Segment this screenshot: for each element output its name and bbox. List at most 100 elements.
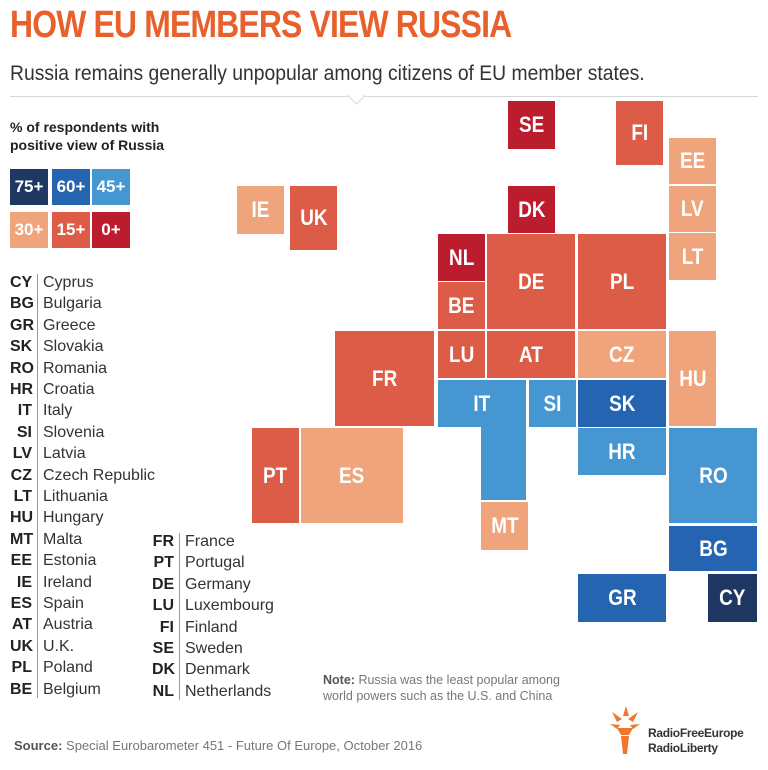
tile-pt: PT	[252, 428, 299, 523]
country-name: Hungary	[43, 509, 104, 527]
tile-label: UK	[299, 205, 328, 230]
country-name: Austria	[43, 616, 93, 634]
legend-swatch: 75+	[10, 169, 48, 205]
country-code: ES	[10, 595, 32, 612]
tile-fr: FR	[335, 331, 434, 426]
tile-label: SK	[608, 390, 636, 416]
legend-country-row: SE Sweden	[152, 638, 352, 659]
country-code: CZ	[10, 466, 32, 484]
country-code: FI	[159, 618, 174, 636]
country-name: France	[185, 533, 235, 550]
tile-it-stem	[481, 427, 526, 500]
country-name: Netherlands	[185, 682, 272, 700]
source-line: Source: Special Eurobarometer 451 - Futu…	[14, 738, 422, 753]
tile-label: DK	[517, 196, 546, 222]
legend-country-row: EE Estonia	[10, 550, 210, 571]
country-name: Czech Republic	[43, 466, 156, 484]
tile-fi: FI	[616, 101, 663, 165]
tile-lt: LT	[669, 233, 716, 280]
note: Note: Russia was the least popular among…	[323, 672, 593, 704]
tile-label: IT	[473, 390, 491, 416]
tile-label: CY	[719, 585, 746, 610]
torch-logo-icon	[610, 706, 640, 754]
tile-label: AT	[519, 341, 543, 367]
country-name: Denmark	[185, 661, 250, 679]
tile-label: BE	[448, 292, 475, 318]
legend-country-row: HR Croatia	[10, 379, 210, 400]
legend-country-row: LV Latvia	[10, 443, 210, 464]
tile-label: MT	[490, 513, 519, 538]
country-code: BE	[10, 680, 33, 698]
country-code: CY	[10, 274, 33, 291]
divider-notch	[347, 86, 366, 105]
legend-country-row: PT Portugal	[152, 552, 352, 573]
country-code: HU	[10, 509, 34, 527]
legend-country-row: FI Finland	[152, 617, 352, 638]
legend-country-row: CY Cyprus	[10, 272, 210, 293]
country-code: SI	[16, 423, 32, 441]
tile-it: IT	[438, 380, 526, 427]
tile-label: HU	[678, 365, 707, 391]
tile-hr: HR	[578, 428, 666, 475]
country-code: PL	[11, 659, 32, 677]
tile-label: IE	[251, 197, 270, 222]
logo-line-1: RadioFreeEurope	[648, 726, 744, 740]
tile-label: LU	[448, 341, 475, 367]
legend-country-row: GR Greece	[10, 315, 210, 336]
country-name: Germany	[185, 575, 251, 593]
country-name: Latvia	[43, 445, 86, 463]
country-name: Estonia	[43, 552, 97, 570]
page-title: HOW EU MEMBERS VIEW RUSSIA	[10, 4, 512, 46]
country-name: Greece	[43, 316, 96, 334]
tile-label: SE	[518, 112, 545, 137]
country-code: EE	[10, 552, 32, 570]
tile-label: LV	[681, 196, 704, 221]
legend-country-row: ES Spain	[10, 593, 210, 614]
country-name: Italy	[43, 402, 73, 420]
tile-label: PT	[263, 462, 288, 488]
tile-ie: IE	[237, 186, 284, 234]
country-name: Poland	[43, 659, 93, 677]
legend-swatch: 60+	[52, 169, 90, 205]
tile-label: PL	[609, 268, 635, 294]
legend-country-row: BE Belgium	[10, 679, 210, 700]
country-name: Ireland	[43, 573, 92, 591]
country-name: Belgium	[43, 680, 101, 698]
header-divider	[10, 96, 758, 97]
country-code: LV	[12, 445, 32, 463]
tile-bg: BG	[669, 526, 757, 571]
country-code: MT	[10, 530, 34, 548]
legend-title: % of respondents with positive view of R…	[10, 119, 165, 153]
tile-nl: NL	[438, 234, 485, 281]
country-name: Cyprus	[43, 274, 94, 291]
country-name: U.K.	[43, 637, 75, 655]
legend-country-row: LU Luxembourg	[152, 595, 352, 616]
tile-label: ES	[339, 462, 365, 488]
tile-ee: EE	[669, 138, 716, 184]
tile-cy: CY	[708, 574, 757, 622]
tile-at: AT	[487, 331, 575, 378]
legend-country-row: LT Lithuania	[10, 486, 210, 507]
country-code: RO	[10, 359, 34, 377]
legend-country-row: UK U.K.	[10, 636, 210, 657]
country-code: BG	[10, 295, 34, 313]
tile-uk: UK	[290, 186, 337, 250]
country-code: DE	[152, 575, 175, 593]
tile-ro: RO	[669, 428, 757, 523]
tile-si: SI	[529, 380, 576, 427]
country-code: PT	[153, 554, 174, 572]
tile-label: CZ	[609, 341, 635, 367]
legend-country-row: BG Bulgaria	[10, 293, 210, 314]
note-text: Russia was the least popular among world…	[323, 673, 560, 703]
country-name: Malta	[43, 530, 83, 548]
country-name: Slovakia	[43, 338, 104, 356]
tile-lv: LV	[669, 186, 716, 232]
country-code: AT	[11, 616, 32, 634]
legend-swatch: 15+	[52, 212, 90, 248]
tile-de: DE	[487, 234, 575, 329]
tile-label: NL	[448, 244, 475, 270]
country-name: Finland	[185, 618, 238, 636]
legend-country-row: SI Slovenia	[10, 422, 210, 443]
tile-sk: SK	[578, 380, 666, 427]
country-code: SE	[152, 640, 174, 657]
